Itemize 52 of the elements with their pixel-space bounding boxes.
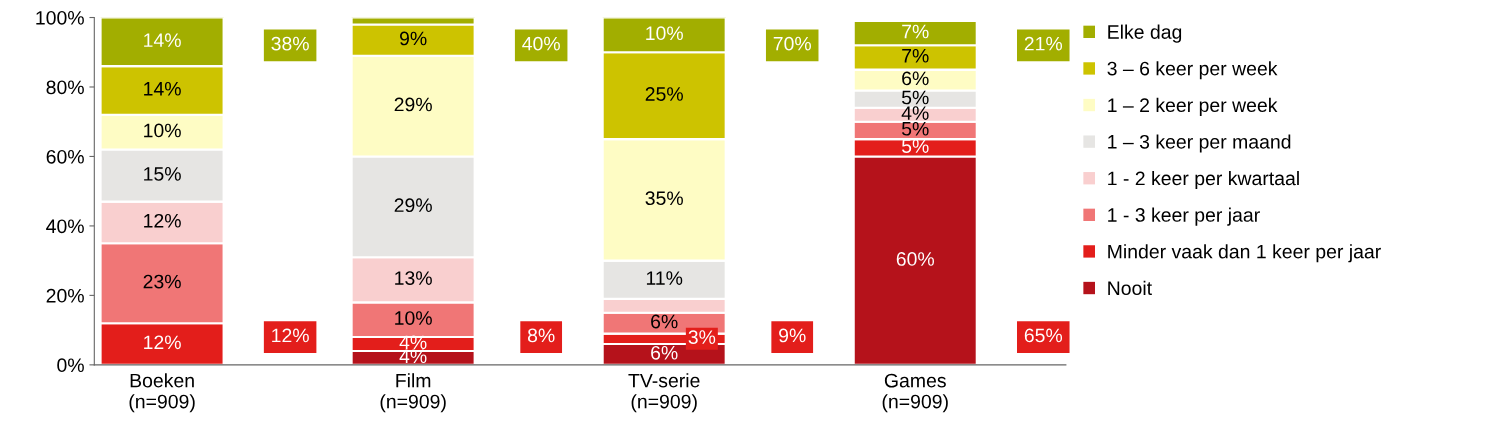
data-label: 12% bbox=[144, 335, 181, 350]
data-label: 15% bbox=[144, 167, 181, 181]
data-label: 7% bbox=[902, 49, 929, 63]
data-label: 29% bbox=[394, 97, 432, 112]
annotation: 21% bbox=[1024, 36, 1063, 51]
data-label: 12% bbox=[144, 213, 181, 228]
x-tick-label: TV-serie (n=909) bbox=[628, 373, 700, 413]
annotation: 38% bbox=[271, 36, 309, 51]
legend-label: 1 – 2 keer per week bbox=[1108, 97, 1278, 116]
y-tick-label: 100% bbox=[36, 10, 84, 25]
data-label: 35% bbox=[645, 191, 683, 206]
legend-label: Minder vaak dan 1 keer per jaar bbox=[1108, 244, 1381, 263]
legend-label: 1 - 3 keer per jaar bbox=[1108, 207, 1260, 226]
annotation: 70% bbox=[773, 36, 811, 51]
data-label: 10% bbox=[646, 26, 683, 41]
data-label: 14% bbox=[144, 33, 181, 47]
data-label: 13% bbox=[395, 271, 432, 285]
data-label: 10% bbox=[144, 123, 181, 138]
data-label: 23% bbox=[143, 274, 181, 289]
annotation: 9% bbox=[779, 328, 806, 343]
data-label: 14% bbox=[144, 82, 181, 96]
data-label: 9% bbox=[400, 31, 427, 46]
x-tick-label: Boeken (n=909) bbox=[129, 373, 195, 413]
x-tick-label: Games (n=909) bbox=[882, 373, 948, 413]
data-label: 11% bbox=[646, 271, 683, 285]
data-label: 6% bbox=[651, 314, 678, 329]
annotation: 40% bbox=[522, 36, 560, 51]
annotation: 12% bbox=[272, 328, 309, 343]
legend-label: 3 – 6 keer per week bbox=[1107, 61, 1278, 80]
x-tick-label: Film (n=909) bbox=[380, 373, 446, 413]
legend-label: Elke dag bbox=[1108, 24, 1182, 43]
legend-label: 1 - 2 keer per kwartaal bbox=[1108, 170, 1299, 190]
y-tick-label: 80% bbox=[46, 80, 84, 95]
legend-label: Nooit bbox=[1108, 280, 1152, 296]
annotation: 8% bbox=[527, 328, 555, 343]
y-tick-label: 20% bbox=[46, 288, 84, 303]
data-label: 6% bbox=[902, 71, 929, 86]
data-label: 4% bbox=[901, 106, 929, 120]
data-label: 7% bbox=[902, 24, 929, 39]
data-label: 5% bbox=[901, 121, 929, 136]
data-label: 29% bbox=[394, 198, 432, 213]
y-tick-label: 60% bbox=[46, 149, 84, 164]
y-tick-label: 40% bbox=[46, 219, 84, 234]
y-tick-label: 0% bbox=[57, 358, 84, 373]
data-label: 5% bbox=[901, 90, 929, 105]
data-label: 10% bbox=[395, 311, 432, 325]
annotation: 65% bbox=[1024, 328, 1063, 343]
data-label: 3% bbox=[688, 330, 716, 345]
data-label: 25% bbox=[645, 87, 683, 101]
data-label: 60% bbox=[896, 252, 934, 266]
data-label: 6% bbox=[651, 345, 678, 360]
legend-label: 1 – 3 keer per maand bbox=[1108, 134, 1291, 153]
